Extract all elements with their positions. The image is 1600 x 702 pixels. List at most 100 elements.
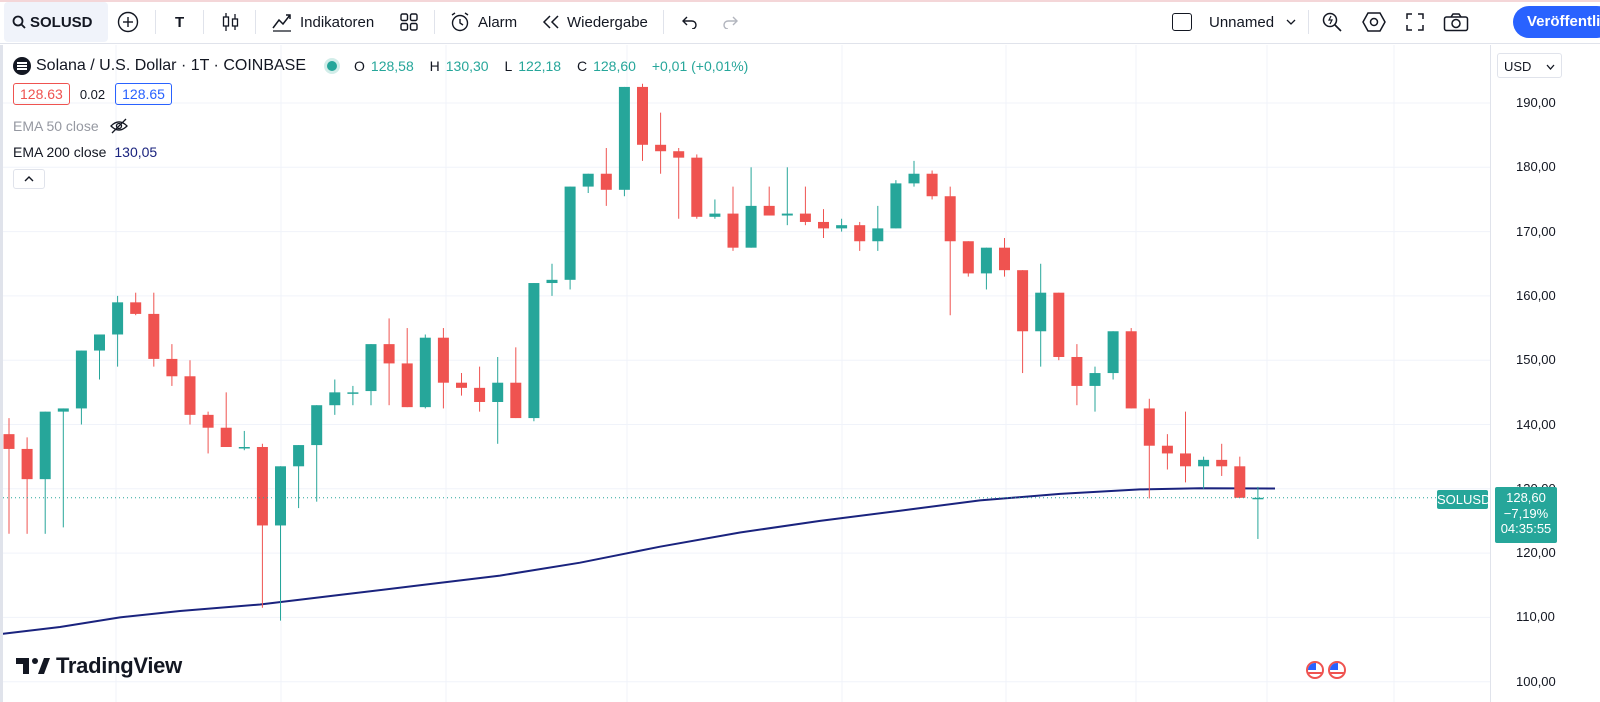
symbol-legend[interactable]: Solana / U.S. Dollar · 1T · COINBASE O 12… xyxy=(13,57,754,75)
candle-body xyxy=(1125,331,1137,409)
redo-icon xyxy=(723,16,738,29)
candle-body xyxy=(528,283,540,419)
candle-body xyxy=(1071,356,1083,386)
publish-button[interactable]: Veröffentli xyxy=(1513,6,1600,38)
candle-body xyxy=(456,382,467,388)
candle xyxy=(437,328,449,409)
candle xyxy=(510,347,522,419)
candle xyxy=(1252,486,1264,539)
ema200-legend[interactable]: EMA 200 close 130,05 xyxy=(13,144,157,160)
candle xyxy=(1017,270,1029,374)
ohlc-values: O 128,58 H 130,30 L 122,18 C 128,60 +0,01 (+… xyxy=(354,58,754,74)
redo-button[interactable] xyxy=(722,2,740,42)
candle-body xyxy=(1035,292,1047,332)
us-flag-icon[interactable] xyxy=(1328,661,1346,679)
candle xyxy=(311,405,323,502)
currency-label: USD xyxy=(1504,59,1532,74)
ema50-legend[interactable]: EMA 50 close xyxy=(13,118,129,134)
templates-button[interactable] xyxy=(399,2,419,42)
sell-button[interactable]: 128.63 xyxy=(13,83,70,105)
candle xyxy=(890,180,902,229)
candle-body xyxy=(618,86,630,190)
toolbar-divider xyxy=(155,10,156,34)
layout-name-button[interactable]: Unnamed xyxy=(1172,2,1296,42)
candle xyxy=(926,170,938,200)
spread-value: 0.02 xyxy=(79,86,106,102)
solana-logo-icon xyxy=(13,57,31,75)
price-tick-label: 170,00 xyxy=(1516,223,1556,239)
eye-hidden-icon[interactable] xyxy=(109,118,129,134)
replay-button[interactable]: Wiedergabe xyxy=(541,2,648,42)
interval-button[interactable]: T xyxy=(175,2,184,42)
settings-button[interactable] xyxy=(1362,2,1386,42)
currency-select[interactable]: USD xyxy=(1497,53,1562,78)
candle-body xyxy=(637,86,648,145)
alarm-clock-icon xyxy=(451,12,469,32)
tradingview-wordmark: TradingView xyxy=(56,653,182,678)
candle-body xyxy=(818,221,829,229)
plus-circle-icon xyxy=(117,11,139,33)
toolbar-divider xyxy=(203,10,204,34)
candles-icon xyxy=(222,13,239,31)
open-key: O xyxy=(354,58,365,74)
price-axis[interactable]: USD 190,00 180,00 170,00 160,00 150,00 140,00… xyxy=(1490,45,1600,702)
quick-search-button[interactable] xyxy=(1321,2,1343,42)
rewind-icon xyxy=(542,15,559,29)
buy-button[interactable]: 128.65 xyxy=(115,83,172,105)
undo-button[interactable] xyxy=(680,2,698,42)
close-key: C xyxy=(576,58,588,74)
candle-body xyxy=(474,387,486,402)
indicators-button[interactable]: Indikatoren xyxy=(271,2,374,42)
tradingview-watermark[interactable]: TradingView xyxy=(16,653,182,679)
candle-body xyxy=(1216,459,1228,467)
price-tick-label: 140,00 xyxy=(1516,416,1556,432)
current-price: 128,60 xyxy=(1506,490,1546,505)
compare-symbol-button[interactable] xyxy=(117,2,139,42)
candle xyxy=(637,83,648,161)
candle-body xyxy=(130,302,142,314)
chart-type-button[interactable] xyxy=(221,2,241,42)
candle xyxy=(1071,344,1083,406)
candle-body xyxy=(908,173,920,184)
layout-checkbox-icon xyxy=(1172,13,1192,31)
symbol-search-button[interactable]: SOLUSD xyxy=(4,2,108,42)
candle-body xyxy=(655,144,667,152)
candle-body xyxy=(727,213,739,248)
candle-body xyxy=(166,358,178,377)
candles xyxy=(3,83,1264,621)
ema200-line xyxy=(0,487,1276,636)
fullscreen-icon xyxy=(1406,13,1424,31)
candle xyxy=(166,344,178,386)
us-flag-icon[interactable] xyxy=(1306,661,1324,679)
candle-body xyxy=(275,466,286,526)
alert-button[interactable]: Alarm xyxy=(449,2,517,42)
candle xyxy=(184,360,196,425)
candle-body xyxy=(365,344,377,392)
candle xyxy=(365,344,377,406)
candle xyxy=(1180,411,1191,483)
candle xyxy=(75,350,87,425)
candle-body xyxy=(1234,466,1246,498)
undo-icon xyxy=(682,16,697,29)
fullscreen-button[interactable] xyxy=(1405,2,1425,42)
candle-body xyxy=(691,157,703,217)
candle xyxy=(130,292,142,316)
candle xyxy=(818,209,829,239)
replay-label: Wiedergabe xyxy=(567,13,648,31)
snapshot-button[interactable] xyxy=(1443,2,1469,42)
candle-body xyxy=(872,228,884,242)
candle-body xyxy=(112,302,124,335)
chart-pane[interactable]: Solana / U.S. Dollar · 1T · COINBASE O 12… xyxy=(0,45,1600,702)
price-chart[interactable] xyxy=(0,45,1490,702)
candle-body xyxy=(1143,408,1155,446)
candle xyxy=(383,318,395,406)
candle xyxy=(799,186,811,226)
candle xyxy=(492,356,504,444)
collapse-legend-button[interactable] xyxy=(13,169,45,189)
candle xyxy=(419,334,431,409)
candle-body xyxy=(39,411,51,480)
candle-body xyxy=(220,427,232,448)
candle xyxy=(1089,366,1101,412)
price-tick-label: 160,00 xyxy=(1516,287,1556,303)
candle-body xyxy=(148,313,160,359)
